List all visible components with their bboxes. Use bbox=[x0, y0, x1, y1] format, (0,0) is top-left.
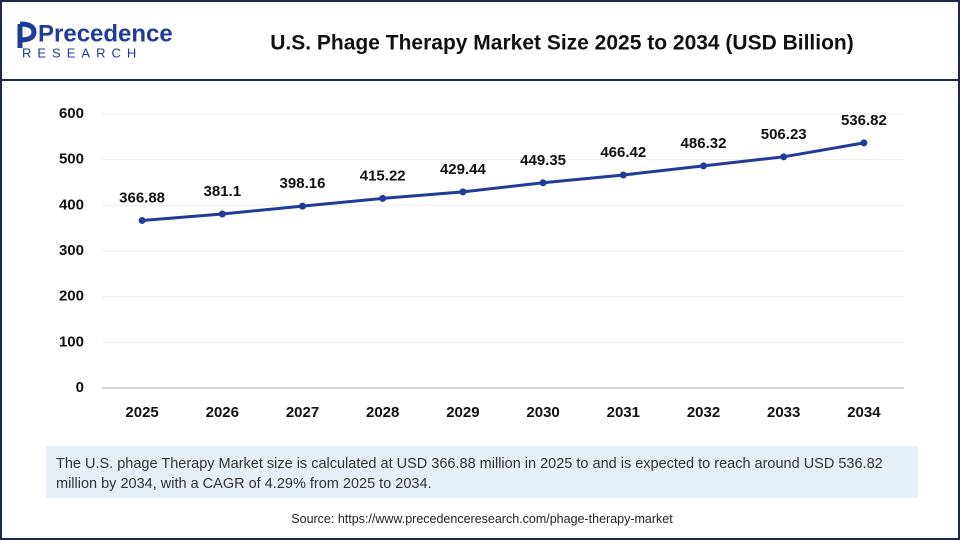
series-line bbox=[141, 141, 865, 222]
data-label: 415.22 bbox=[360, 167, 406, 184]
data-point bbox=[780, 153, 788, 161]
data-label: 366.88 bbox=[119, 189, 165, 206]
x-tick-label: 2026 bbox=[206, 404, 239, 421]
x-tick-label: 2027 bbox=[286, 404, 319, 421]
data-label: 398.16 bbox=[280, 175, 326, 192]
x-tick-label: 2030 bbox=[526, 404, 559, 421]
logo-sub: RESEARCH bbox=[22, 45, 142, 60]
data-label: 466.42 bbox=[600, 144, 646, 161]
x-tick-label: 2028 bbox=[366, 404, 399, 421]
description: The U.S. phage Therapy Market size is ca… bbox=[46, 446, 918, 498]
logo: Precedence RESEARCH bbox=[17, 20, 173, 60]
chart-title: U.S. Phage Therapy Market Size 2025 to 2… bbox=[270, 32, 854, 55]
x-tick-label: 2031 bbox=[607, 404, 640, 421]
y-tick-label: 300 bbox=[59, 242, 84, 259]
data-point bbox=[860, 139, 868, 147]
logo-icon bbox=[17, 21, 37, 48]
data-label: 536.82 bbox=[841, 112, 887, 129]
data-point bbox=[299, 202, 306, 210]
data-label: 381.1 bbox=[204, 183, 242, 200]
data-point bbox=[459, 188, 467, 196]
data-point bbox=[218, 210, 226, 218]
data-point bbox=[138, 216, 146, 224]
data-label: 429.44 bbox=[440, 161, 487, 178]
data-label: 449.35 bbox=[520, 152, 566, 169]
y-tick-label: 600 bbox=[59, 105, 84, 122]
data-point bbox=[379, 194, 387, 202]
x-tick-label: 2029 bbox=[446, 404, 479, 421]
source: Source: https://www.precedenceresearch.c… bbox=[291, 512, 673, 526]
x-tick-label: 2033 bbox=[767, 404, 800, 421]
y-tick-label: 0 bbox=[76, 379, 84, 396]
y-tick-label: 500 bbox=[59, 151, 84, 168]
logo-name: Precedence bbox=[38, 20, 173, 47]
data-point bbox=[539, 179, 547, 187]
chart: Precedence RESEARCH U.S. Phage Therapy M… bbox=[2, 20, 958, 421]
x-tick-label: 2032 bbox=[687, 404, 720, 421]
data-point bbox=[619, 171, 627, 179]
y-tick-label: 400 bbox=[59, 196, 84, 213]
data-label: 486.32 bbox=[681, 135, 727, 152]
y-tick-label: 200 bbox=[59, 288, 84, 305]
x-tick-label: 2034 bbox=[847, 404, 881, 421]
data-point bbox=[700, 162, 707, 170]
y-tick-label: 100 bbox=[59, 333, 84, 350]
x-tick-label: 2025 bbox=[125, 404, 158, 421]
data-label: 506.23 bbox=[761, 126, 807, 143]
